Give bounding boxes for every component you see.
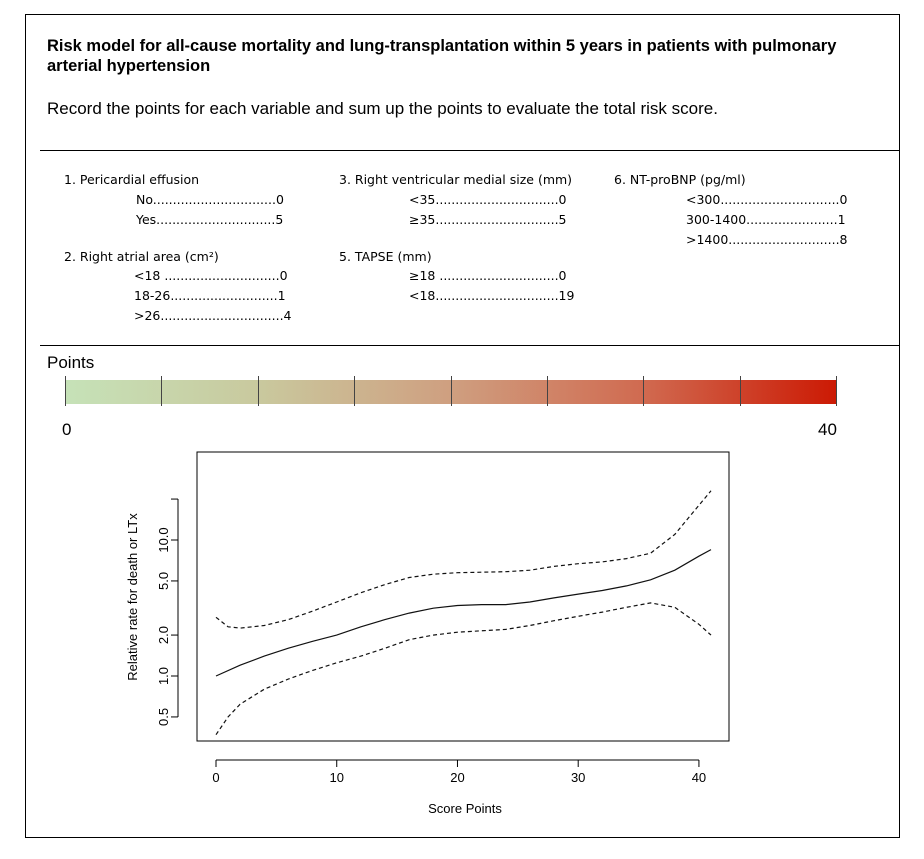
option-row: ≥35...............................5 [409, 212, 567, 227]
variable-title: 1. Pericardial effusion [64, 172, 200, 187]
scale-tick [257, 376, 259, 406]
figure-frame [25, 14, 900, 838]
option-row: <18 .............................0 [134, 268, 288, 283]
confidence-band-line [215, 490, 712, 629]
y-tick-label: 2.0 [156, 626, 171, 644]
y-axis-label: Relative rate for death or LTx [125, 513, 140, 681]
divider-bottom [40, 345, 900, 346]
variable-title: 5. TAPSE (mm) [339, 249, 432, 264]
y-tick-label: 0.5 [156, 708, 171, 726]
scale-tick [643, 376, 645, 406]
variable-title: 6. NT-proBNP (pg/ml) [614, 172, 746, 187]
option-row: Yes..............................5 [136, 212, 284, 227]
plot-frame [196, 451, 730, 742]
x-tick-label: 40 [692, 770, 706, 785]
scale-tick [354, 376, 356, 406]
page-title: Risk model for all-cause mortality and l… [47, 37, 837, 75]
points-scale-max: 40 [818, 420, 837, 439]
scale-tick [65, 376, 66, 406]
points-label: Points [47, 353, 95, 372]
scale-tick [546, 376, 548, 406]
option-row: >26...............................4 [134, 308, 292, 323]
scale-tick [739, 376, 741, 406]
option-row: No...............................0 [136, 192, 284, 207]
x-tick-label: 30 [571, 770, 585, 785]
y-tick-label: 5.0 [156, 572, 171, 590]
y-tick-label: 1.0 [156, 667, 171, 685]
x-tick-label: 0 [212, 770, 219, 785]
scale-tick [836, 376, 837, 406]
divider-top [40, 150, 900, 151]
points-scale-min: 0 [62, 420, 72, 439]
instructions-text: Record the points for each variable and … [47, 99, 718, 118]
scale-tick [450, 376, 452, 406]
estimate-line [215, 549, 712, 677]
option-row: ≥18 ..............................0 [409, 268, 567, 283]
option-row: >1400............................8 [686, 232, 848, 247]
scale-tick [161, 376, 163, 406]
variable-title: 2. Right atrial area (cm²) [64, 249, 219, 264]
option-row: <35...............................0 [409, 192, 567, 207]
option-row: 18-26...........................1 [134, 288, 286, 303]
x-tick-label: 10 [329, 770, 343, 785]
x-axis-label: Score Points [428, 801, 502, 816]
option-row: <18...............................19 [409, 288, 575, 303]
x-tick-label: 20 [450, 770, 464, 785]
confidence-band-line [215, 602, 712, 736]
y-tick-label: 10.0 [156, 527, 171, 552]
option-row: 300-1400.......................1 [686, 212, 846, 227]
option-row: <300..............................0 [686, 192, 848, 207]
variable-title: 3. Right ventricular medial size (mm) [339, 172, 573, 187]
